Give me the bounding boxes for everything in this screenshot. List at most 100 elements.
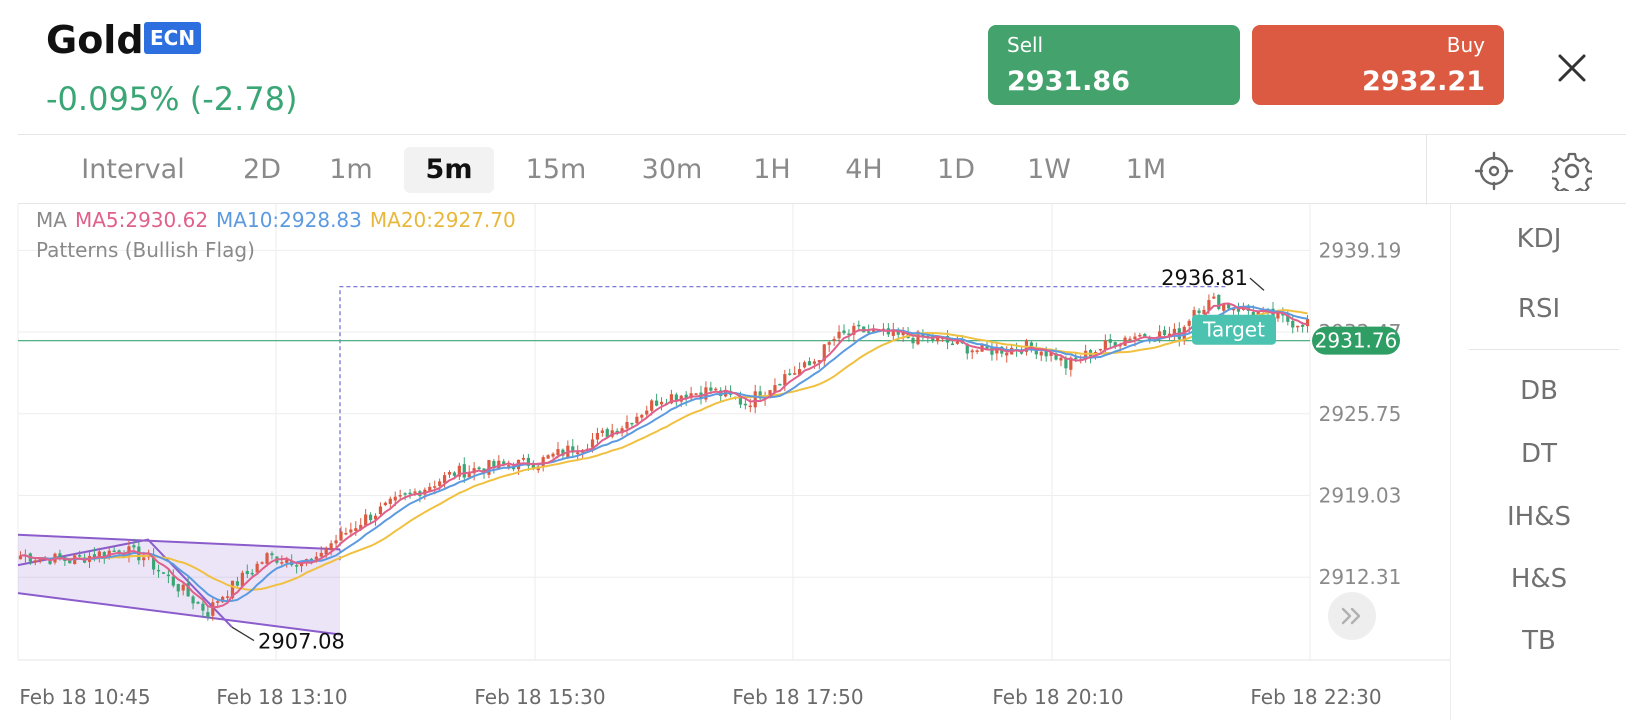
- candle-body: [438, 481, 442, 486]
- pattern-tb[interactable]: TB: [1522, 626, 1556, 656]
- candle-body: [1202, 309, 1206, 314]
- candle-body: [1103, 340, 1107, 350]
- candle-body: [68, 560, 72, 564]
- target-projection-line: [339, 286, 1228, 561]
- ma20-line: [20, 309, 1308, 591]
- candle-body: [1305, 318, 1310, 327]
- candle-body: [600, 430, 604, 433]
- ma5-line: [20, 302, 1308, 609]
- x-tick-label: Feb 18 17:50: [732, 685, 863, 709]
- pattern-db[interactable]: DB: [1520, 376, 1558, 406]
- tab-interval-1m[interactable]: 1M: [1125, 154, 1167, 185]
- candle-body: [235, 581, 240, 586]
- candle-body: [1172, 328, 1176, 335]
- candle-body: [669, 394, 673, 404]
- tab-interval-1h[interactable]: 1H: [753, 154, 791, 185]
- chevron-double-right-icon[interactable]: [1341, 607, 1361, 625]
- candle-body: [457, 465, 461, 477]
- candle-body: [403, 493, 407, 495]
- ma10-line: [20, 305, 1308, 603]
- candle-body: [1049, 351, 1053, 356]
- candle-body: [590, 439, 595, 448]
- candle-body: [324, 547, 328, 555]
- candle-body: [176, 584, 180, 592]
- candle-body: [1301, 324, 1305, 327]
- candle-body: [748, 405, 752, 408]
- tab-interval-4h[interactable]: 4H: [845, 154, 883, 185]
- candle-body: [901, 332, 905, 336]
- candle-body: [891, 329, 895, 336]
- candle-body: [260, 562, 264, 564]
- candle-body: [832, 338, 836, 341]
- low-price-label: 2907.08: [258, 630, 345, 654]
- candle-body: [408, 492, 412, 495]
- instrument-title: Gold: [46, 18, 144, 62]
- x-tick-label: Feb 18 10:45: [19, 685, 150, 709]
- scroll-latest-button: [1328, 592, 1376, 640]
- candle-body: [1054, 353, 1058, 360]
- y-tick-label: 2939.19: [1319, 238, 1402, 262]
- low-pointer: [231, 626, 255, 642]
- candle-body: [354, 528, 358, 531]
- candle-body: [398, 495, 402, 497]
- candle-body: [778, 384, 782, 386]
- x-tick-label: Feb 18 15:30: [474, 685, 605, 709]
- tab-interval-15m[interactable]: 15m: [525, 154, 587, 185]
- crosshair-icon[interactable]: [1474, 151, 1514, 191]
- pattern-dt[interactable]: DT: [1521, 439, 1557, 469]
- tab-interval-1m[interactable]: 1m: [329, 154, 373, 185]
- candle-body: [709, 387, 713, 391]
- indicator-panel: KDJ RSI DB DT IH&S H&S TB: [1450, 204, 1626, 720]
- tab-interval-1d[interactable]: 1D: [937, 154, 975, 185]
- tab-interval-30m[interactable]: 30m: [641, 154, 703, 185]
- buy-button[interactable]: Buy 2932.21: [1252, 25, 1504, 105]
- candle-body: [783, 374, 787, 386]
- tab-interval-1w[interactable]: 1W: [1027, 154, 1071, 185]
- sell-button[interactable]: Sell 2931.86: [988, 25, 1240, 105]
- candle-body: [1005, 352, 1009, 356]
- current-price-label: 2931.76: [1315, 329, 1398, 353]
- candle-body: [462, 464, 466, 478]
- y-tick-label: 2912.31: [1319, 565, 1402, 589]
- candle-body: [842, 330, 846, 334]
- candle-body: [295, 565, 299, 567]
- candle-body: [38, 558, 42, 561]
- candle-body: [339, 531, 343, 541]
- x-tick-label: Feb 18 13:10: [216, 685, 347, 709]
- candle-body: [250, 572, 254, 575]
- candle-body: [1207, 300, 1211, 311]
- candle-body: [531, 464, 535, 469]
- tab-interval-5m[interactable]: 5m: [404, 147, 494, 193]
- candle-body: [1236, 307, 1241, 312]
- candle-body: [985, 346, 989, 349]
- candle-body: [487, 460, 491, 475]
- candle-body: [314, 556, 318, 560]
- candle-body: [368, 514, 373, 521]
- candle-body: [245, 571, 249, 575]
- candle-body: [645, 410, 649, 415]
- candle-body: [1276, 312, 1280, 319]
- candle-body: [1128, 338, 1132, 341]
- tab-interval-interval[interactable]: Interval: [81, 154, 185, 185]
- pattern-ihs[interactable]: IH&S: [1507, 502, 1571, 532]
- candle-body: [492, 461, 496, 467]
- candle-body: [265, 553, 269, 564]
- indicator-rsi[interactable]: RSI: [1517, 294, 1561, 324]
- tab-interval-2d[interactable]: 2D: [243, 154, 281, 185]
- close-icon[interactable]: [1552, 48, 1592, 88]
- candle-body: [1113, 342, 1117, 348]
- candle-body: [950, 343, 955, 346]
- legend-ma20: MA20:2927.70: [369, 208, 516, 232]
- candle-body: [1222, 303, 1226, 311]
- candle-body: [467, 472, 471, 478]
- gear-icon[interactable]: [1552, 151, 1592, 191]
- candle-body: [635, 416, 639, 424]
- indicator-kdj[interactable]: KDJ: [1516, 224, 1562, 254]
- candle-body: [112, 550, 116, 553]
- candle-body: [911, 337, 915, 344]
- candle-body: [442, 475, 447, 484]
- candle-body: [921, 333, 925, 338]
- pattern-hs[interactable]: H&S: [1510, 564, 1568, 594]
